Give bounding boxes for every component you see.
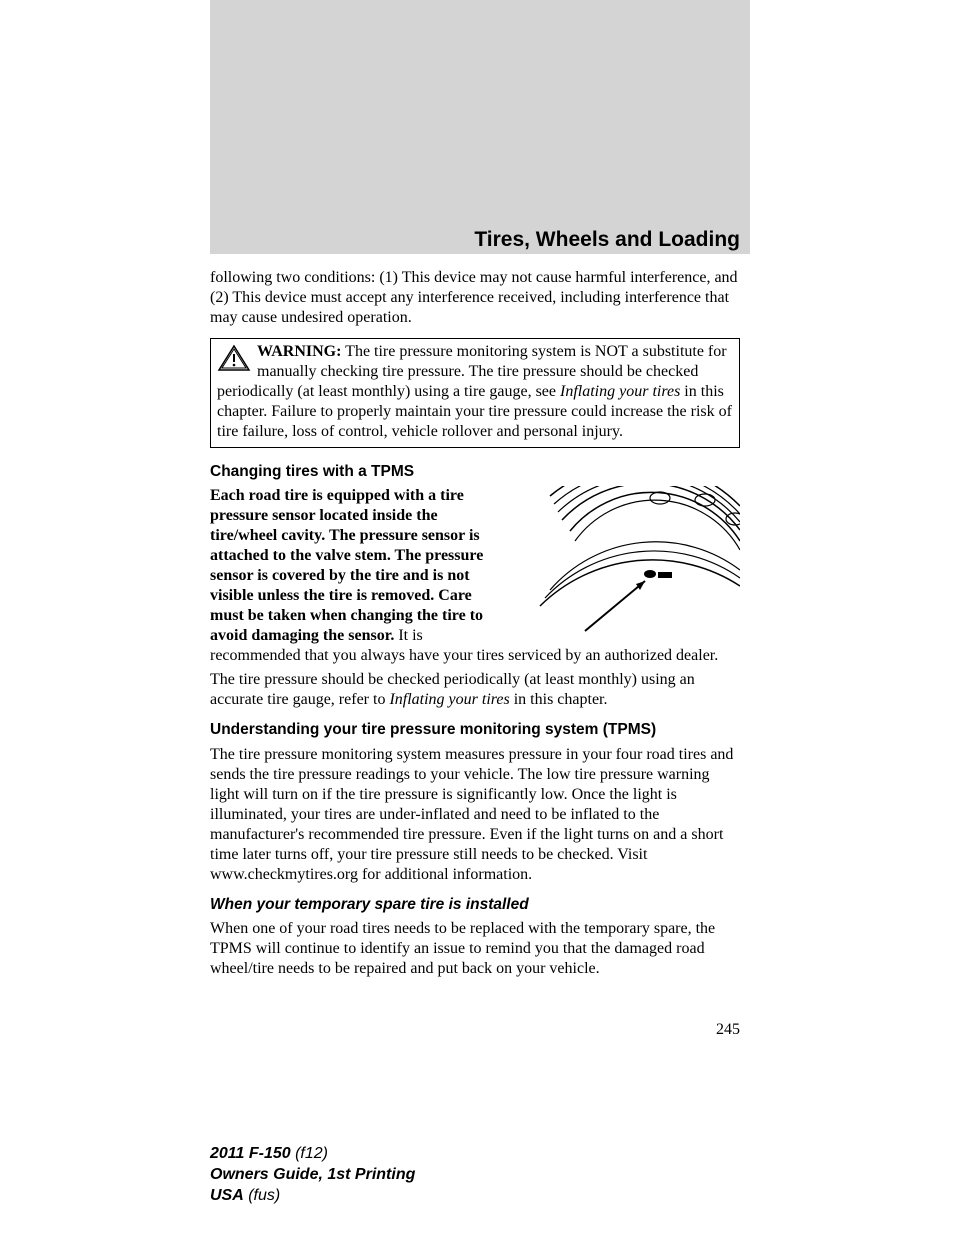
footer-code1: (f12): [291, 1145, 328, 1162]
understanding-heading: Understanding your tire pressure monitor…: [210, 720, 740, 739]
spare-text: When one of your road tires needs to be …: [210, 919, 740, 979]
warning-italic-ref: Inflating your tires: [560, 383, 680, 400]
footer-line-3: USA (fus): [210, 1186, 415, 1207]
warning-label: WARNING:: [257, 343, 341, 360]
check-italic: Inflating your tires: [389, 691, 509, 708]
warning-box: WARNING: The tire pressure monitoring sy…: [210, 338, 740, 448]
footer-code2: (fus): [244, 1187, 280, 1204]
tpms-section: Each road tire is equipped with a tire p…: [210, 486, 740, 666]
tpms-bold-text: Each road tire is equipped with a tire p…: [210, 487, 483, 644]
page-content: following two conditions: (1) This devic…: [210, 268, 740, 989]
check-after: in this chapter.: [510, 691, 608, 708]
footer: 2011 F-150 (f12) Owners Guide, 1st Print…: [210, 1144, 415, 1206]
understanding-text: The tire pressure monitoring system meas…: [210, 745, 740, 885]
warning-triangle-icon: [217, 344, 251, 372]
changing-tires-heading: Changing tires with a TPMS: [210, 462, 740, 481]
page-number: 245: [210, 1021, 740, 1039]
spare-heading: When your temporary spare tire is instal…: [210, 895, 740, 914]
wheel-sensor-illustration: [510, 486, 740, 646]
footer-country: USA: [210, 1187, 244, 1204]
section-header: Tires, Wheels and Loading: [210, 228, 740, 252]
warning-text: WARNING: The tire pressure monitoring sy…: [217, 343, 732, 440]
footer-model: 2011 F-150: [210, 1145, 291, 1162]
intro-paragraph: following two conditions: (1) This devic…: [210, 268, 740, 328]
header-gray-box: [210, 0, 750, 254]
footer-line-2: Owners Guide, 1st Printing: [210, 1165, 415, 1186]
check-paragraph: The tire pressure should be checked peri…: [210, 670, 740, 710]
footer-line-1: 2011 F-150 (f12): [210, 1144, 415, 1165]
